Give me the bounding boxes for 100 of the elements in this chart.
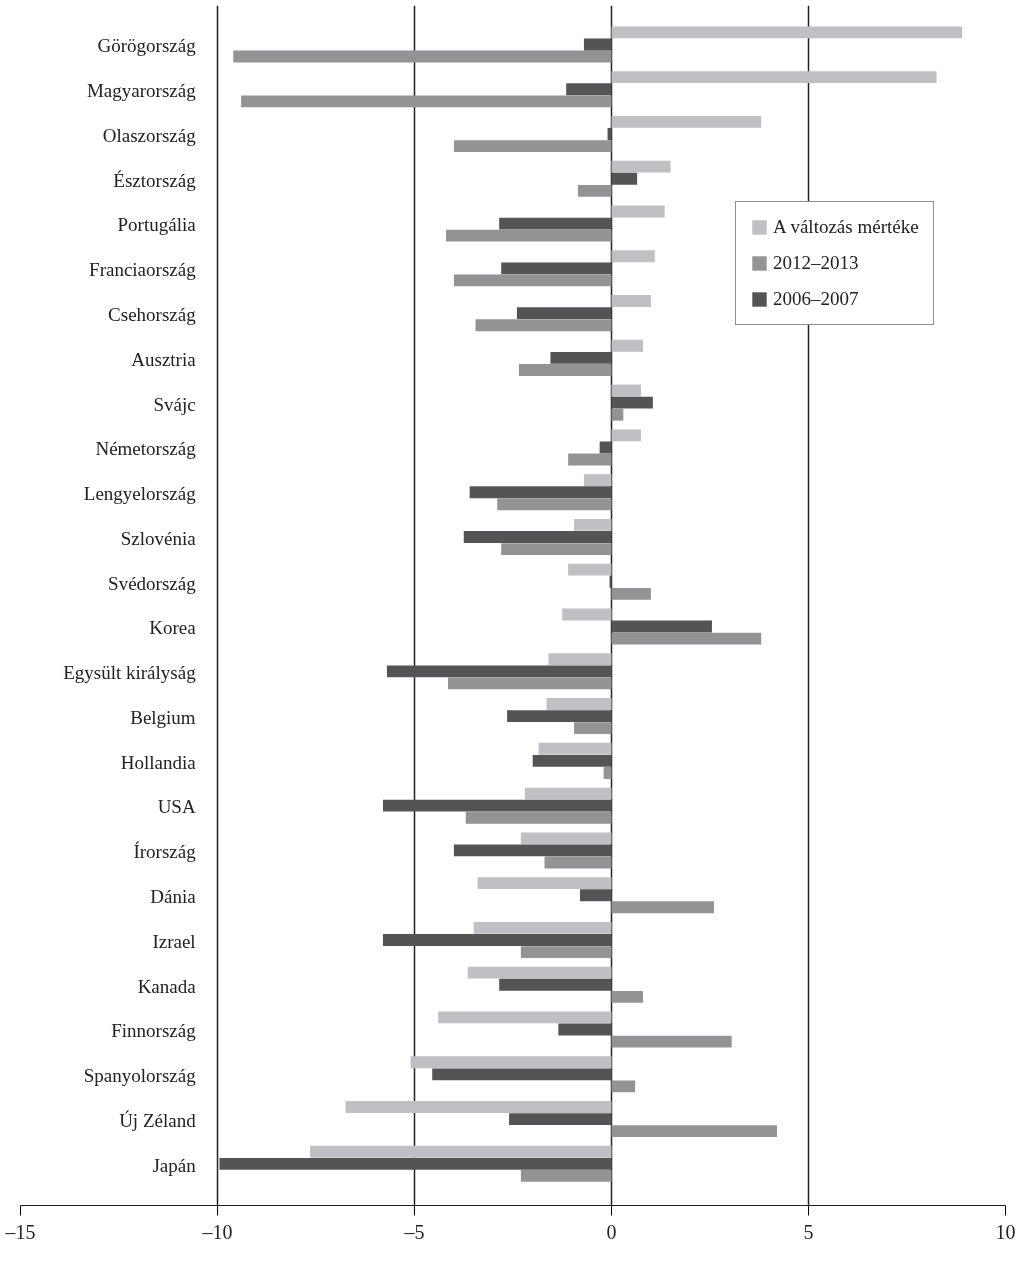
x-tick-label: –15 xyxy=(4,1220,36,1243)
y-tick-label: Dánia xyxy=(150,886,197,908)
bar xyxy=(611,71,937,84)
bar xyxy=(611,396,653,409)
bar xyxy=(611,250,655,263)
bar xyxy=(558,1023,612,1036)
bar xyxy=(507,710,612,723)
x-tick-label: –10 xyxy=(201,1220,233,1243)
bar xyxy=(499,217,612,230)
bar xyxy=(453,844,612,857)
bar xyxy=(611,429,642,442)
bar xyxy=(599,441,612,454)
bar xyxy=(386,665,612,678)
bar xyxy=(465,811,612,824)
bar xyxy=(611,172,638,185)
bar xyxy=(611,632,762,645)
bar xyxy=(453,140,612,153)
bar xyxy=(538,742,612,755)
bar xyxy=(219,1157,612,1170)
y-tick-label: Németország xyxy=(95,438,197,460)
y-tick-label: USA xyxy=(157,796,196,818)
y-tick-label: Franciaország xyxy=(89,259,197,281)
x-tick-label: 0 xyxy=(606,1220,617,1243)
bar xyxy=(501,262,612,275)
bar xyxy=(438,1011,612,1024)
x-tick-label: 10 xyxy=(995,1220,1016,1243)
x-tick-label: 5 xyxy=(803,1220,814,1243)
y-tick-label: Portugália xyxy=(117,214,197,236)
bar xyxy=(603,767,612,779)
bar xyxy=(583,474,612,487)
y-tick-label: Új Zéland xyxy=(119,1109,197,1131)
bar xyxy=(546,698,612,710)
bar xyxy=(611,205,665,218)
bar xyxy=(544,856,612,869)
bar xyxy=(532,754,612,767)
bar xyxy=(611,1080,636,1093)
bar xyxy=(509,1113,612,1126)
y-tick-label: Írország xyxy=(133,841,197,863)
bar xyxy=(469,486,612,499)
y-tick-label: Svájc xyxy=(153,393,196,415)
bar xyxy=(473,921,612,934)
y-tick-label: Korea xyxy=(149,617,197,639)
y-tick-label: Egysült királyság xyxy=(63,662,197,684)
bar xyxy=(447,677,612,690)
y-tick-label: Japán xyxy=(152,1154,197,1176)
y-tick-label: Belgium xyxy=(130,706,196,728)
bar xyxy=(611,26,963,39)
bar xyxy=(579,889,612,902)
bar xyxy=(611,384,642,397)
bar xyxy=(432,1068,612,1081)
y-tick-label: Spanyolország xyxy=(83,1065,197,1087)
y-tick-label: Kanada xyxy=(137,975,197,997)
bar xyxy=(578,184,612,197)
bar xyxy=(611,1125,777,1138)
y-tick-label: Olaszország xyxy=(102,124,197,146)
y-tick-label: Izrael xyxy=(152,930,196,952)
bar xyxy=(574,722,612,735)
bar xyxy=(310,1145,612,1158)
bar xyxy=(611,295,651,307)
bar xyxy=(562,608,612,621)
y-tick-label: Svédország xyxy=(108,572,197,594)
bar xyxy=(477,877,612,890)
y-tick-label: Ausztria xyxy=(131,348,197,370)
bar xyxy=(607,128,612,140)
bar xyxy=(446,229,612,242)
bar xyxy=(516,307,612,320)
bar xyxy=(524,787,612,800)
y-tick-label: Hollandia xyxy=(120,751,197,773)
bar xyxy=(520,1170,612,1182)
bar xyxy=(611,115,762,128)
bar xyxy=(611,587,651,600)
bar xyxy=(520,832,612,845)
legend-label: 2012–2013 xyxy=(773,252,859,274)
bar xyxy=(518,364,612,376)
y-tick-label: Lengyelország xyxy=(83,483,197,505)
legend-label: 2006–2007 xyxy=(773,288,859,310)
bar xyxy=(611,160,671,173)
legend-label: A változás mértéke xyxy=(773,216,919,238)
bar xyxy=(475,319,612,332)
bar xyxy=(499,978,612,991)
bar xyxy=(574,518,612,531)
y-tick-label: Görögország xyxy=(97,35,197,57)
bar xyxy=(611,620,712,633)
bar xyxy=(241,95,612,108)
bar xyxy=(611,339,644,352)
bar xyxy=(611,901,714,914)
bar xyxy=(453,274,612,287)
bar xyxy=(611,990,644,1003)
bar xyxy=(382,799,612,812)
bar xyxy=(548,653,612,666)
bar xyxy=(583,38,612,51)
bar xyxy=(497,498,612,511)
y-tick-label: Észtország xyxy=(113,169,197,191)
bar xyxy=(520,946,612,958)
x-tick-label: –5 xyxy=(403,1220,425,1243)
bar xyxy=(463,531,612,543)
bar xyxy=(410,1056,612,1069)
bar xyxy=(568,563,612,576)
bar xyxy=(467,966,612,979)
bar xyxy=(233,50,612,63)
